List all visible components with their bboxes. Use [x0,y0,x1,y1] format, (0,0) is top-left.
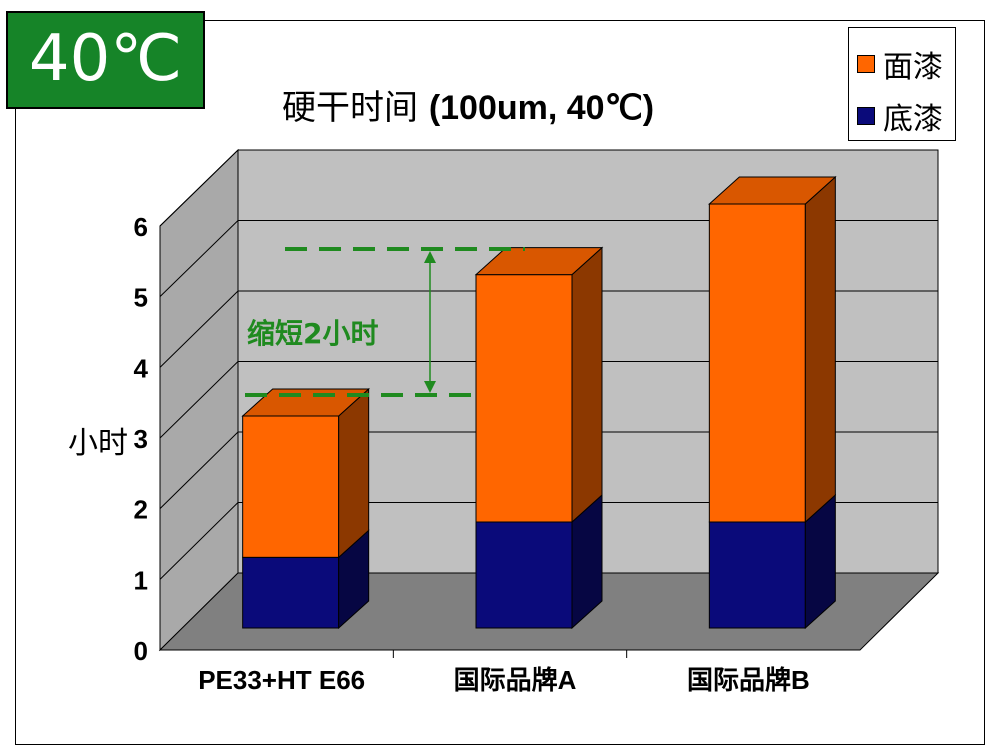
chart-title-main: 硬干时间 [282,88,418,128]
x-category-label: PE33+HT E66 [198,665,365,695]
gridline [159,361,938,439]
chart-title: 硬干时间 (100um, 40℃) [282,80,654,129]
y-axis-label: 小时 [68,426,128,461]
bar-side [338,387,370,559]
gridline [159,220,938,298]
legend-label-topcoat: 面漆 [883,50,943,85]
bar-top [708,176,837,205]
bar-top [241,388,370,417]
y-tick-label: 6 [134,212,148,242]
annotation-text: 缩短2小时 [247,317,378,350]
bar-front [708,521,806,629]
bar-front [708,203,806,523]
bar-front [475,521,573,629]
temperature-badge: 40℃ [6,11,205,109]
bar-segment [708,493,836,630]
bar-segment [474,246,604,524]
legend-item-primer: 底漆 [857,94,943,138]
bar-segment [475,493,603,630]
bar-side [571,246,603,524]
legend-swatch-primer [857,107,875,125]
legend-label-primer: 底漆 [883,102,943,137]
y-tick-label: 4 [134,353,149,383]
bar-segment [241,387,370,559]
legend-item-topcoat: 面漆 [857,42,943,86]
annotation-arrowhead-up [424,251,436,263]
bar-segment [708,175,837,524]
gridline [159,290,938,368]
bar-side [804,175,836,524]
x-category-label: 国际品牌B [687,665,810,695]
bar-top [474,247,604,276]
gridline [159,431,938,510]
chart-title-sub: (100um, 40℃) [428,89,655,127]
bar-front [475,274,573,523]
chart-legend: 面漆 底漆 [848,27,956,141]
bar-front [242,415,340,558]
bar-front [242,556,340,629]
y-tick-label: 3 [134,424,148,454]
bar-segment [242,529,370,630]
gridline [159,149,938,227]
y-tick-label: 5 [134,283,148,313]
gridline [159,502,938,580]
x-category-label: 国际品牌A [454,665,577,695]
annotation-arrowhead-down [424,381,436,393]
y-tick-label: 1 [134,565,148,595]
y-tick-label: 0 [134,636,148,666]
legend-swatch-topcoat [857,55,875,73]
y-tick-label: 2 [134,495,148,525]
